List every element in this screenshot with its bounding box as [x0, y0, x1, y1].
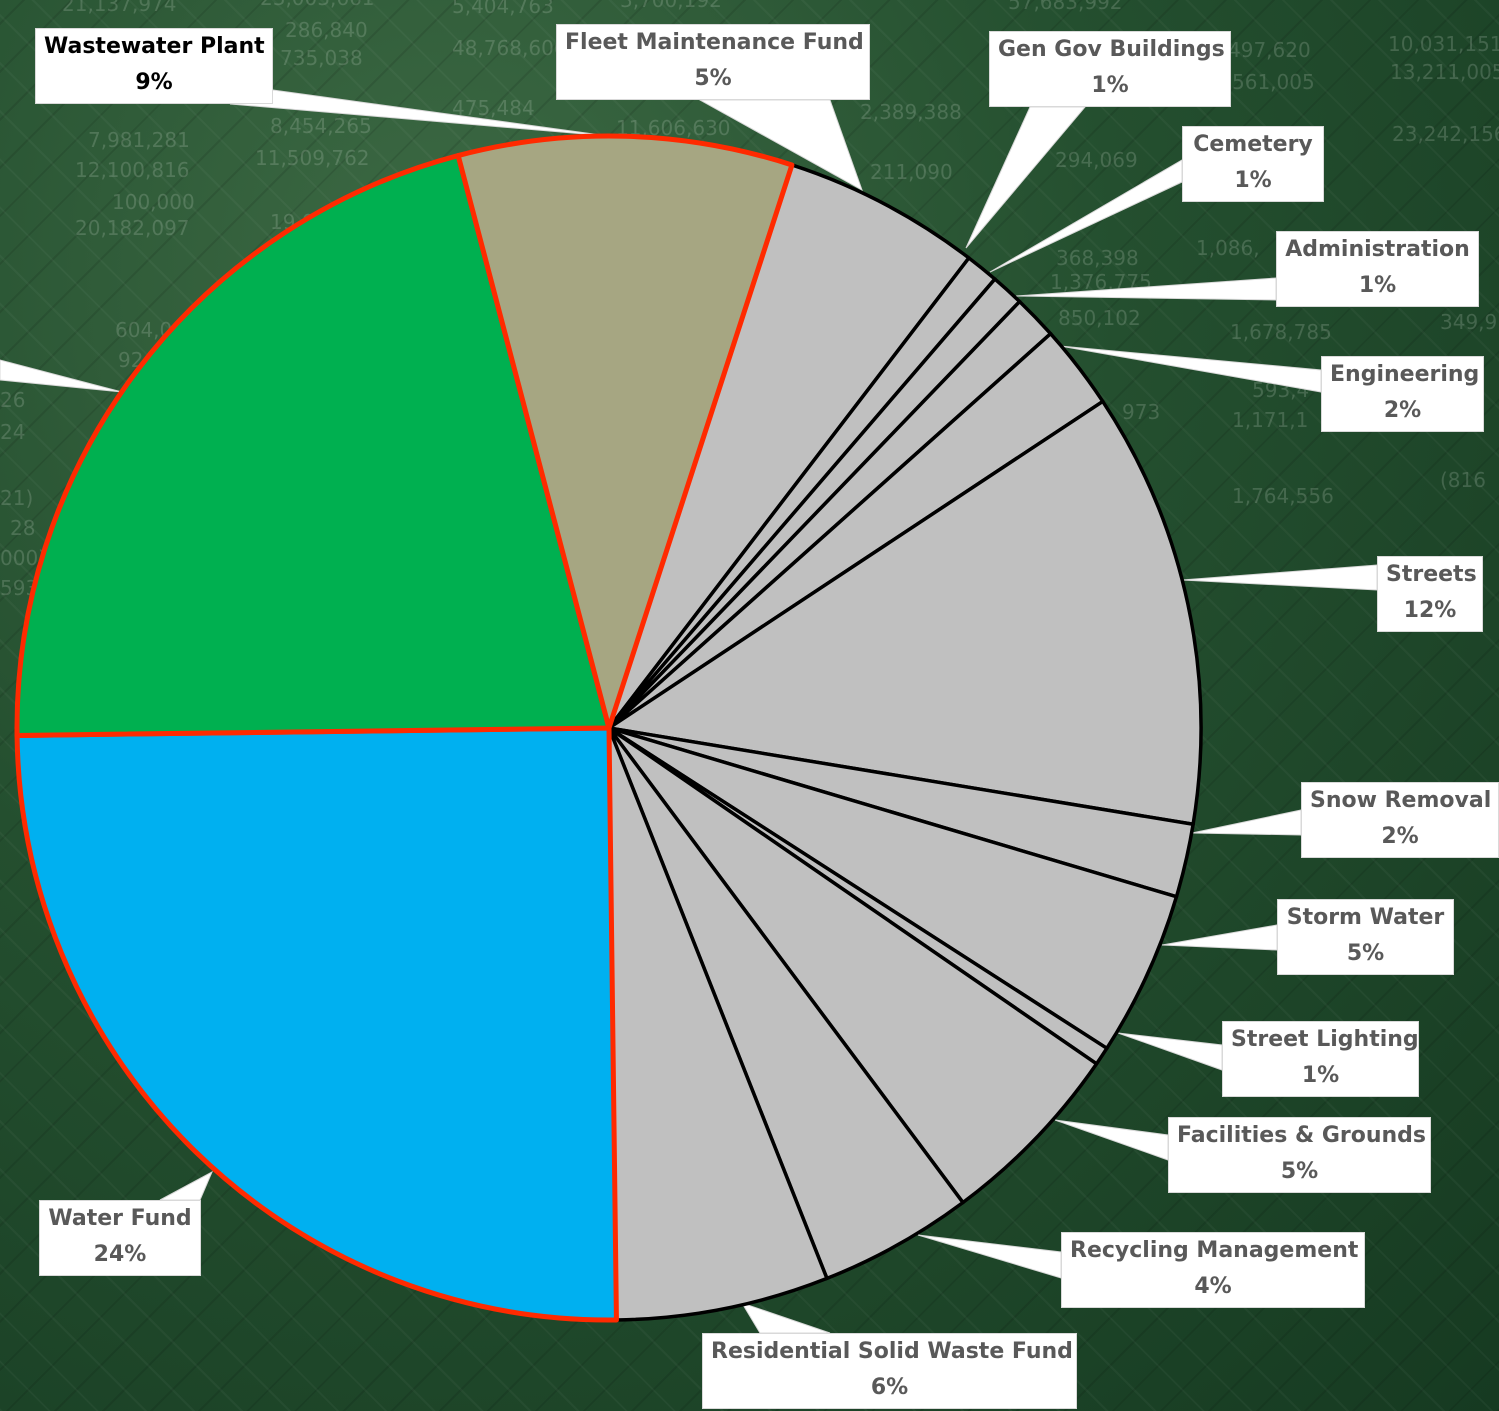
slice-percent: 5%	[1346, 941, 1385, 966]
slice-percent: 1%	[1301, 1063, 1340, 1088]
pie-slice-storm-water	[607, 726, 1179, 1051]
leader-line-streets	[1181, 564, 1378, 591]
leader-line-recycling-management	[917, 1234, 1062, 1279]
pie-slice-water-fund	[14, 725, 619, 1323]
slice-percent: 1%	[1234, 168, 1272, 193]
slice-name: Streets	[1386, 562, 1477, 587]
slice-percent: 2%	[1381, 824, 1419, 849]
pie-slice-fleet-maintenance-fund	[607, 163, 971, 730]
leader-line-unlabeled	[0, 359, 123, 393]
slice-percent: 6%	[870, 1375, 909, 1400]
label-facilities-grounds: Facilities & Grounds 5%	[1168, 1117, 1431, 1193]
pie-slices	[14, 133, 1203, 1323]
label-engineering: Engineering 2%	[1321, 356, 1484, 432]
leader-line-wastewater-plant	[229, 89, 609, 137]
pie-slice-unlabeled	[14, 153, 612, 738]
pie-slice-facilities-and-grounds	[607, 726, 1099, 1205]
label-gen-gov-buildings: Gen Gov Buildings 1%	[989, 31, 1231, 107]
leader-line-gen-gov-buildings	[965, 106, 1087, 249]
slice-name: Snow Removal	[1310, 788, 1492, 813]
label-fleet-maintenance-fund: Fleet Maintenance Fund 5%	[556, 24, 870, 100]
slice-name: Water Fund	[48, 1206, 192, 1231]
slice-percent: 4%	[1194, 1274, 1232, 1299]
slice-name: Storm Water	[1286, 905, 1445, 930]
slice-percent: 1%	[1091, 73, 1129, 98]
label-storm-water: Storm Water 5%	[1277, 899, 1454, 975]
label-administration: Administration 1%	[1276, 231, 1479, 307]
slice-percent: 1%	[1358, 273, 1397, 298]
leader-line-residential-solid-waste-fund	[740, 1302, 831, 1334]
slice-name: Residential Solid Waste Fund	[711, 1339, 1073, 1364]
leader-line-engineering	[1059, 345, 1322, 393]
label-cemetery: Cemetery 1%	[1182, 126, 1324, 202]
leader-line-storm-water	[1161, 924, 1278, 951]
slice-name: Administration	[1285, 237, 1470, 262]
label-residential-solid-waste-fund: Residential Solid Waste Fund 6%	[702, 1333, 1077, 1409]
slice-name: Engineering	[1330, 362, 1480, 387]
leader-line-snow-removal	[1191, 809, 1302, 836]
slice-name: Wastewater Plant	[44, 34, 265, 59]
label-water-fund: Water Fund 24%	[39, 1200, 201, 1276]
slice-name: Facilities & Grounds	[1177, 1123, 1427, 1148]
slice-name: Recycling Management	[1070, 1238, 1359, 1263]
slice-name: Gen Gov Buildings	[998, 37, 1225, 62]
slice-percent: 12%	[1403, 598, 1457, 623]
slice-percent: 2%	[1383, 398, 1422, 423]
label-street-lighting: Street Lighting 1%	[1222, 1021, 1419, 1097]
leader-line-facilities-and-grounds	[1054, 1119, 1169, 1161]
slice-percent: 5%	[1280, 1159, 1319, 1184]
leader-line-administration	[1015, 277, 1277, 301]
leader-lines	[0, 89, 1378, 1334]
label-streets: Streets 12%	[1377, 556, 1483, 632]
leader-line-fleet-maintenance-fund	[698, 99, 863, 192]
slice-name: Cemetery	[1193, 132, 1313, 157]
slice-percent: 5%	[694, 66, 732, 91]
slice-name: Street Lighting	[1231, 1027, 1419, 1052]
label-recycling-management: Recycling Management 4%	[1061, 1232, 1365, 1308]
pie-slice-wastewater-plant	[455, 133, 795, 731]
label-wastewater-plant: Wastewater Plant 9%	[35, 28, 273, 104]
label-snow-removal: Snow Removal 2%	[1301, 782, 1499, 858]
leader-line-water-fund	[159, 1170, 214, 1201]
pie-slice-residential-solid-waste-fund	[607, 726, 829, 1322]
slice-percent: 24%	[93, 1242, 147, 1267]
slice-percent: 9%	[135, 70, 173, 95]
pie-slice-streets	[607, 399, 1203, 827]
leader-line-street-lighting	[1117, 1032, 1223, 1071]
slice-name: Fleet Maintenance Fund	[565, 30, 864, 55]
